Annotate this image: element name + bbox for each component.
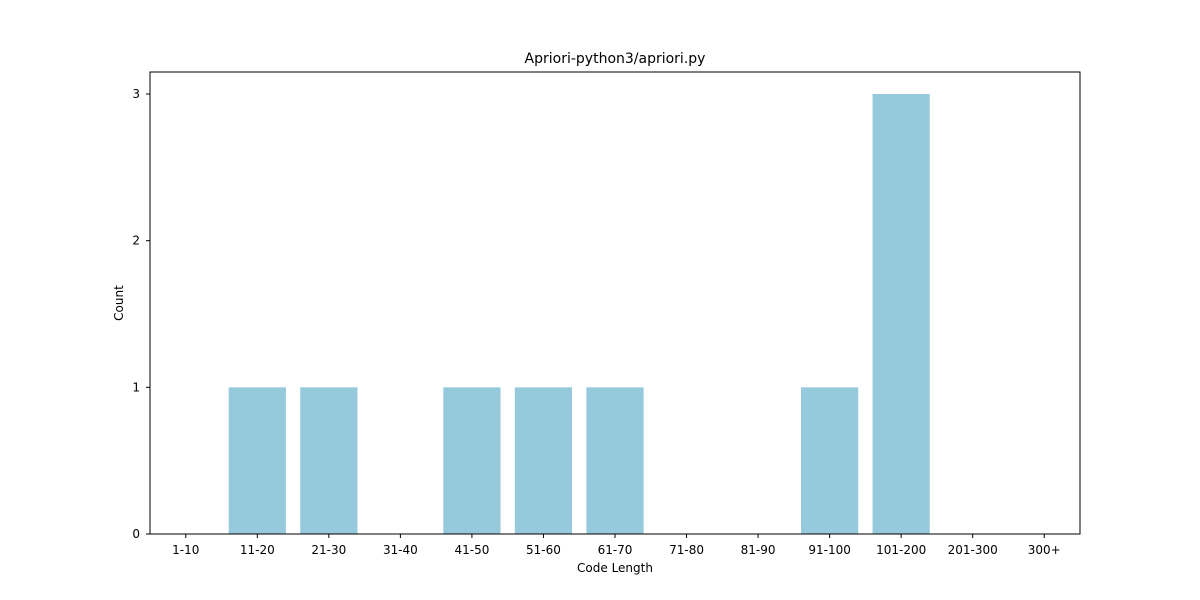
x-tick-label: 51-60 [526,543,561,557]
y-axis: 0 1 2 3 [132,87,150,541]
x-tick-label: 11-20 [240,543,275,557]
y-axis-label: Count [112,285,126,321]
x-tick-label: 41-50 [454,543,489,557]
x-tick-label: 101-200 [876,543,926,557]
x-tick-label: 31-40 [383,543,418,557]
bars-layer [228,94,930,534]
bar-61-70 [586,387,644,534]
y-tick-label: 2 [132,234,140,248]
bar-21-30 [300,387,358,534]
y-tick-label: 0 [132,527,140,541]
y-tick-label: 1 [132,380,140,394]
x-tick-label: 201-300 [948,543,998,557]
plot-frame [149,71,1081,535]
bar-41-50 [443,387,501,534]
x-tick-label: 1-10 [172,543,199,557]
x-axis: 1-10 11-20 21-30 31-40 41-50 51-60 61-70 71-80 8… [172,534,1061,557]
bar-101-200 [872,94,930,534]
bar-11-20 [228,387,286,534]
x-tick-label: 21-30 [311,543,346,557]
x-tick-label: 61-70 [598,543,633,557]
chart-title: Apriori-python3/apriori.py [525,51,706,67]
x-tick-label: 91-100 [808,543,851,557]
y-tick-label: 3 [132,87,140,101]
bar-51-60 [514,387,573,534]
x-axis-label: Code Length [577,561,653,575]
x-tick-label: 71-80 [669,543,704,557]
x-tick-label: 300+ [1028,543,1061,557]
x-tick-label: 81-90 [741,543,776,557]
bar-91-100 [801,387,859,534]
